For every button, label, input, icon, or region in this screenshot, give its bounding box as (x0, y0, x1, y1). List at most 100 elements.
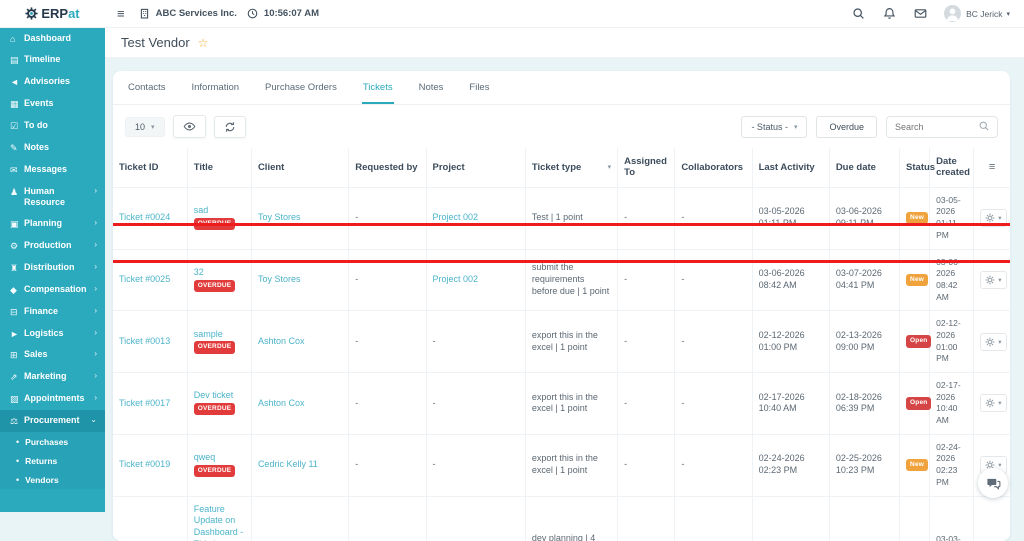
status-filter-value: - Status - (751, 122, 788, 132)
cell-collaborators: - (675, 496, 752, 541)
ticket-id-link[interactable]: Ticket #0024 (119, 212, 170, 222)
col-due-date[interactable]: Due date (829, 148, 899, 187)
sidebar-item-timeline[interactable]: ▤ Timeline (0, 49, 105, 71)
client-link[interactable]: Toy Stores (258, 212, 301, 222)
search-box (886, 116, 998, 138)
cell-assigned-to: - (618, 434, 675, 496)
sidebar-item-advisories[interactable]: ◄ Advisories (0, 71, 105, 92)
notifications-bell-icon[interactable] (883, 7, 896, 20)
sales-icon: ⊞ (10, 350, 24, 361)
refresh-button[interactable] (214, 116, 246, 138)
events-icon: ▦ (10, 99, 24, 110)
sidebar-toggle-icon[interactable]: ≡ (117, 6, 125, 21)
sidebar-item-production[interactable]: ⚙ Production › (0, 235, 105, 257)
sidebar-item-distribution[interactable]: ♜ Distribution › (0, 257, 105, 279)
col-project[interactable]: Project (426, 148, 525, 187)
title-badges: OVERDUE (194, 279, 239, 289)
tab-purchase-orders[interactable]: Purchase Orders (264, 71, 338, 104)
col-ticket-type[interactable]: Ticket type▾ (525, 148, 617, 187)
cell-date-created: 03-03-2026 11:10 AM (930, 496, 974, 541)
project-link[interactable]: Project 002 (433, 274, 479, 284)
ticket-title-link[interactable]: qweq (194, 452, 216, 462)
row-actions-button[interactable]: ▾ (980, 209, 1006, 227)
columns-menu-icon[interactable]: ≡ (989, 161, 995, 173)
cell-client: Ashton Cox (251, 373, 348, 435)
project-link: - (433, 459, 436, 469)
favorite-star-icon[interactable]: ☆ (198, 36, 209, 50)
client-link[interactable]: Cedric Kelly 11 (258, 459, 318, 469)
row-actions-button[interactable]: ▾ (980, 394, 1006, 412)
sidebar-item-planning[interactable]: ▣ Planning › (0, 213, 105, 235)
cell-requested-by: - (349, 373, 426, 435)
sidebar-subitem-purchases[interactable]: • Purchases (0, 432, 105, 451)
user-avatar[interactable] (944, 5, 961, 22)
chat-fab-button[interactable] (978, 468, 1008, 498)
sidebar-item-finance[interactable]: ⊟ Finance › (0, 301, 105, 323)
topbar-right: BC Jerick ▾ (843, 5, 1024, 22)
sidebar-item-compensation[interactable]: ◆ Compensation › (0, 279, 105, 301)
appointments-icon: ▨ (10, 394, 24, 405)
tab-files[interactable]: Files (468, 71, 490, 104)
status-badge: Open (906, 397, 931, 409)
logo-text: ERP (41, 6, 68, 21)
col-status[interactable]: Status (900, 148, 930, 187)
gear-icon (985, 275, 995, 285)
col-collaborators[interactable]: Collaborators (675, 148, 752, 187)
ticket-title-link[interactable]: sad (194, 205, 209, 215)
search-icon[interactable] (852, 7, 865, 20)
sidebar-item-notes[interactable]: ✎ Notes (0, 137, 105, 159)
ticket-title-link[interactable]: Dev ticket (194, 390, 234, 400)
toggle-columns-eye-button[interactable] (173, 115, 206, 138)
sidebar-item-human-resource[interactable]: ♟ Human Resource › (0, 181, 105, 214)
ticket-id-link[interactable]: Ticket #0025 (119, 274, 170, 284)
status-filter-select[interactable]: - Status - ▾ (741, 116, 807, 138)
badge-overdue: OVERDUE (194, 341, 236, 353)
sidebar-subitem-vendors[interactable]: • Vendors (0, 470, 105, 489)
tab-contacts[interactable]: Contacts (127, 71, 167, 104)
app-logo[interactable]: ERPat (0, 6, 105, 21)
col-assigned-to[interactable]: Assigned To (618, 148, 675, 187)
chevron-right-icon: › (94, 371, 97, 380)
logo-text-accent: at (68, 6, 80, 21)
col-requested-by[interactable]: Requested by (349, 148, 426, 187)
sidebar-item-dashboard[interactable]: ⌂ Dashboard (0, 28, 105, 49)
sidebar-item-appointments[interactable]: ▨ Appointments › (0, 388, 105, 410)
cell-title: sad OVERDUE (187, 187, 251, 249)
sidebar-item-procurement[interactable]: ⚖ Procurement ⌄ (0, 410, 105, 432)
sidebar-item-messages[interactable]: ✉ Messages (0, 159, 105, 181)
messages-envelope-icon[interactable] (914, 7, 927, 20)
client-link[interactable]: Ashton Cox (258, 398, 305, 408)
row-actions-button[interactable]: ▾ (980, 333, 1006, 351)
badge-overdue: OVERDUE (194, 280, 236, 292)
client-link[interactable]: Toy Stores (258, 274, 301, 284)
ticket-id-link[interactable]: Ticket #0017 (119, 398, 170, 408)
ticket-title-link[interactable]: Feature Update on Dashboard - This is a … (194, 504, 244, 541)
sidebar-item-events[interactable]: ▦ Events (0, 93, 105, 115)
tab-notes[interactable]: Notes (418, 71, 445, 104)
tab-information[interactable]: Information (191, 71, 241, 104)
cell-last-activity: 02-17-2026 10:40 AM (752, 373, 829, 435)
col-client[interactable]: Client (251, 148, 348, 187)
row-actions-button[interactable]: ▾ (980, 271, 1006, 289)
sidebar-item-sales[interactable]: ⊞ Sales › (0, 344, 105, 366)
user-name[interactable]: BC Jerick (966, 9, 1002, 19)
ticket-title-link[interactable]: 32 (194, 267, 204, 277)
col-date-created[interactable]: Date created (930, 148, 974, 187)
sidebar-subitem-returns[interactable]: • Returns (0, 451, 105, 470)
sidebar-item-logistics[interactable]: ► Logistics › (0, 323, 105, 344)
col-title[interactable]: Title (187, 148, 251, 187)
tab-tickets[interactable]: Tickets (362, 71, 394, 104)
user-menu-caret-icon[interactable]: ▾ (1006, 10, 1010, 18)
overdue-filter-button[interactable]: Overdue (816, 116, 877, 138)
cell-status: New (900, 187, 930, 249)
page-size-select[interactable]: 10 ▾ (125, 117, 165, 137)
sidebar-item-marketing[interactable]: ⇗ Marketing › (0, 366, 105, 388)
project-link[interactable]: Project 002 (433, 212, 479, 222)
sidebar-item-to-do[interactable]: ☑ To do (0, 115, 105, 137)
col-ticket-id[interactable]: Ticket ID (113, 148, 187, 187)
ticket-id-link[interactable]: Ticket #0019 (119, 459, 170, 469)
ticket-title-link[interactable]: sample (194, 329, 223, 339)
ticket-id-link[interactable]: Ticket #0013 (119, 336, 170, 346)
client-link[interactable]: Ashton Cox (258, 336, 305, 346)
col-last-activity[interactable]: Last Activity (752, 148, 829, 187)
